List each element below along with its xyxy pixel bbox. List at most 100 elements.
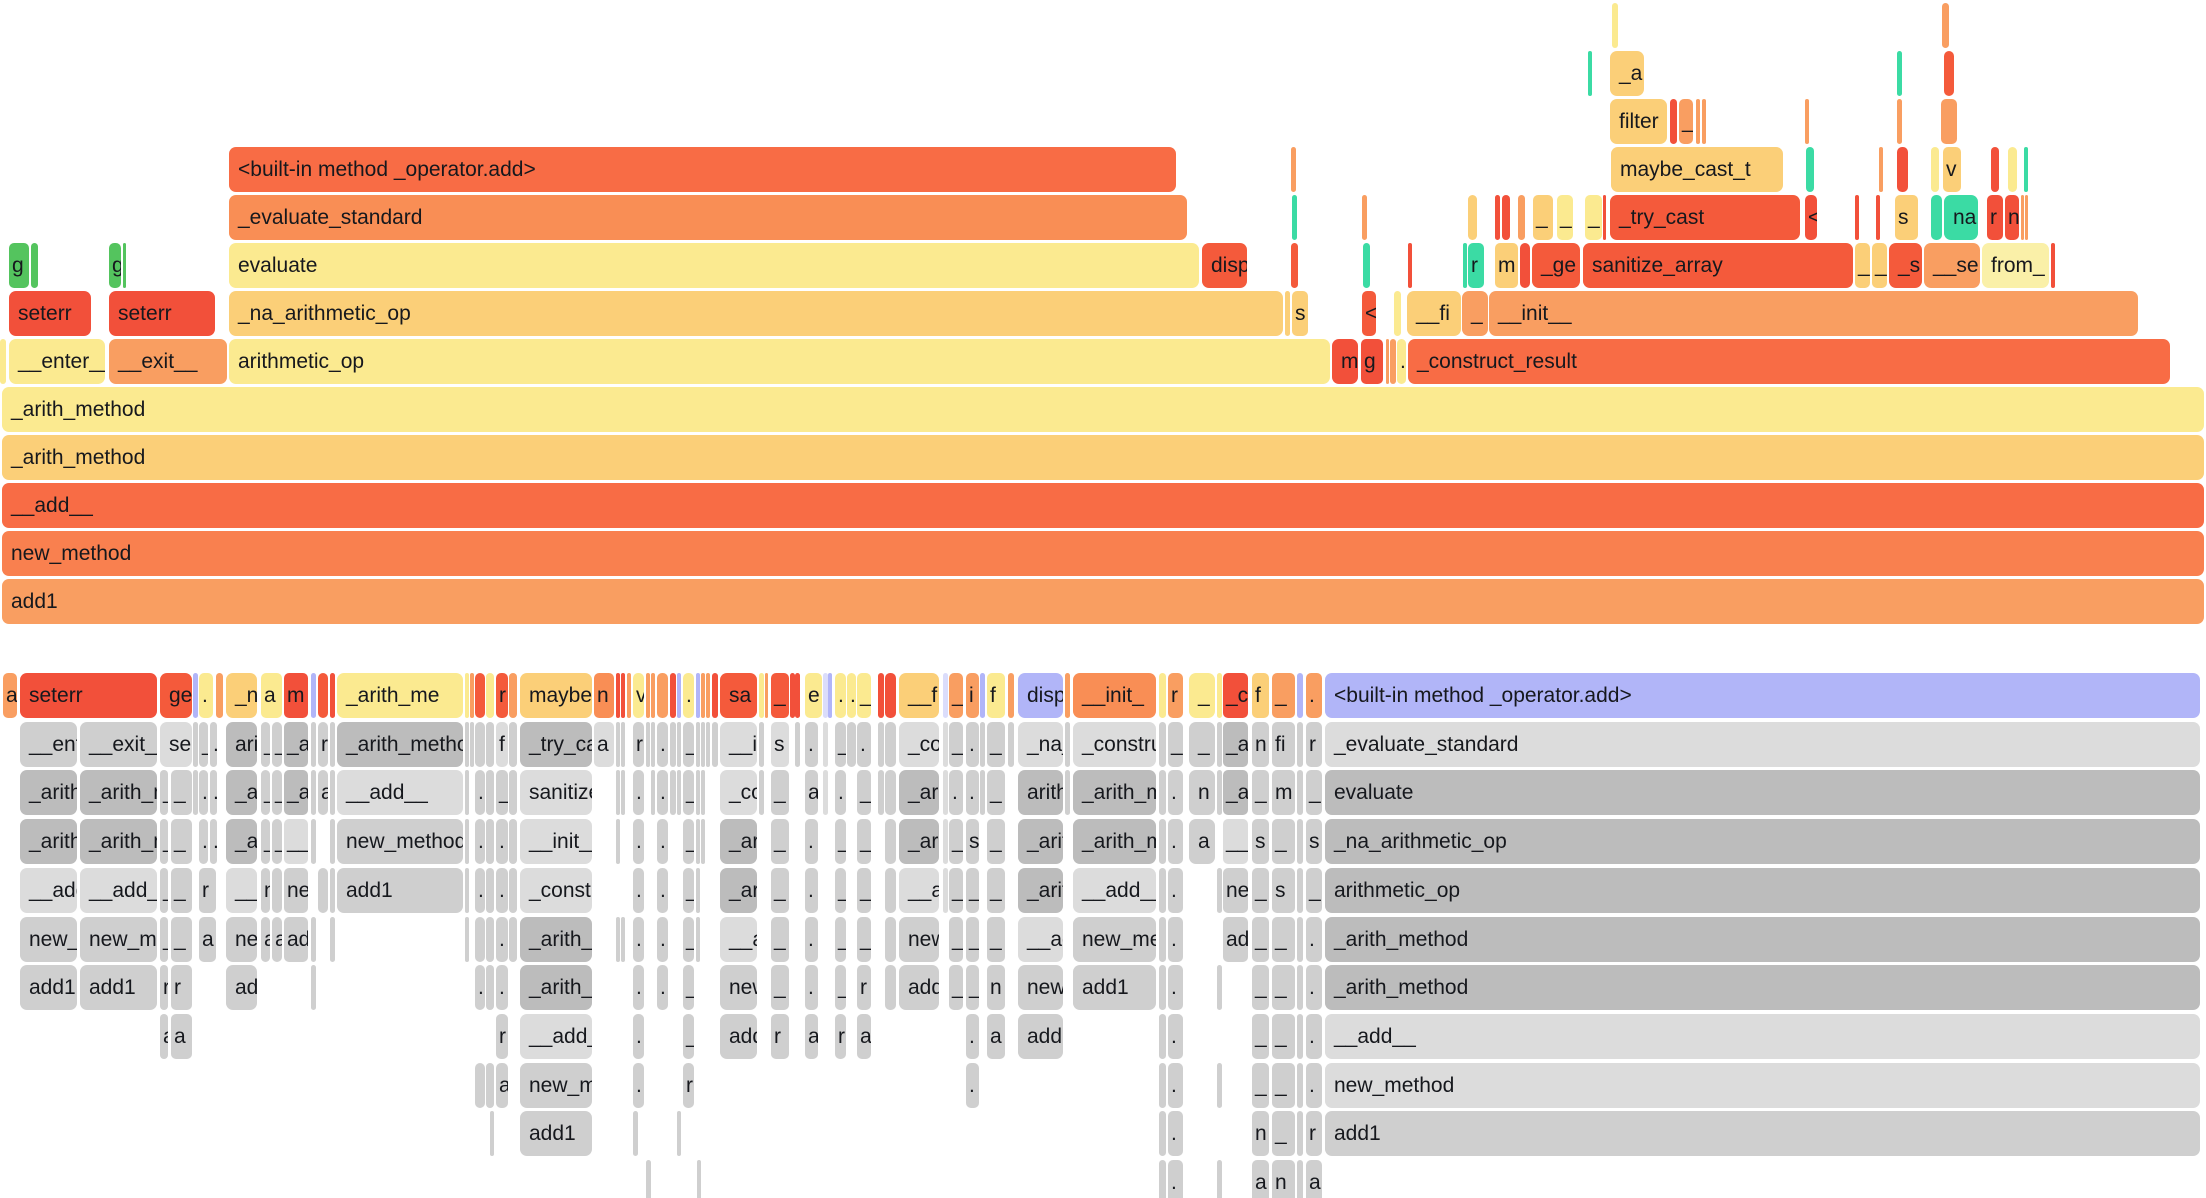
frame-.[interactable]: . xyxy=(966,1014,979,1059)
frame-se[interactable]: se xyxy=(160,722,192,767)
frame-_n[interactable]: _n xyxy=(226,673,257,718)
frame-sliver[interactable] xyxy=(1463,243,1467,288)
frame-.[interactable]: . xyxy=(1168,868,1183,913)
frame-sa[interactable]: sa xyxy=(720,673,757,718)
frame-_[interactable]: _ xyxy=(1272,1063,1295,1108)
frame-sliver[interactable] xyxy=(1931,147,1939,192)
frame-sliver[interactable] xyxy=(1159,722,1166,767)
frame-sliver[interactable] xyxy=(706,722,710,767)
frame-sliver[interactable] xyxy=(311,917,316,962)
frame-sliver[interactable] xyxy=(486,722,494,767)
frame-n[interactable]: n xyxy=(2005,195,2019,240)
frame-_arith_me[interactable]: _arith_me xyxy=(337,673,463,718)
frame-maybe_cast_t[interactable]: maybe_cast_t xyxy=(1611,147,1783,192)
frame-new_method[interactable]: new_method xyxy=(1325,1063,2200,1108)
frame-sliver[interactable] xyxy=(1065,722,1070,767)
frame-_evaluate_standard[interactable]: _evaluate_standard xyxy=(1325,722,2200,767)
frame-.[interactable]: . xyxy=(1168,917,1183,962)
frame-sliver[interactable] xyxy=(696,673,700,718)
frame-m[interactable]: m xyxy=(1332,339,1358,384)
frame-sliver[interactable] xyxy=(1363,243,1370,288)
frame-__add__[interactable]: __add__ xyxy=(284,819,308,864)
frame-_[interactable]: _ xyxy=(835,965,846,1010)
frame-s[interactable]: s xyxy=(1292,291,1308,336)
frame-sliver[interactable] xyxy=(701,819,705,864)
frame-.[interactable]: . xyxy=(1168,965,1183,1010)
frame-sliver[interactable] xyxy=(878,673,884,718)
frame-_construct_result[interactable]: _construct_result xyxy=(720,770,757,815)
frame-sliver[interactable] xyxy=(1285,291,1290,336)
frame-.[interactable]: . xyxy=(657,770,668,815)
frame-_[interactable]: _ xyxy=(857,868,871,913)
frame-.[interactable]: . xyxy=(475,770,485,815)
frame-sliver[interactable] xyxy=(509,722,517,767)
frame-n[interactable]: n xyxy=(261,868,270,913)
frame-_[interactable]: _ xyxy=(1306,770,1322,815)
frame-sliver[interactable] xyxy=(1159,770,1166,815)
frame-.[interactable]: . xyxy=(1306,965,1322,1010)
frame-evaluate[interactable]: evaluate xyxy=(229,243,1199,288)
frame-r[interactable]: r xyxy=(496,673,508,718)
frame-_ge[interactable]: _ge xyxy=(1532,243,1580,288)
frame-r[interactable]: r xyxy=(771,1014,789,1059)
frame-sliver[interactable] xyxy=(486,965,494,1010)
frame-.[interactable]: . xyxy=(1306,917,1322,962)
frame-sliver[interactable] xyxy=(1297,965,1303,1010)
frame-_[interactable]: _ xyxy=(835,917,846,962)
frame-sliver[interactable] xyxy=(1065,673,1070,718)
frame-__add__[interactable]: __add__ xyxy=(2,483,2204,528)
frame-v[interactable]: v xyxy=(1943,147,1961,192)
frame-<built-in method _operator.add>[interactable]: <built-in method _operator.add> xyxy=(1325,673,2200,718)
frame-.[interactable]: . xyxy=(633,770,644,815)
frame-_arith_method[interactable]: _arith_method xyxy=(80,819,157,864)
frame-arithmetic_op[interactable]: arithmetic_op xyxy=(1018,770,1063,815)
frame-a[interactable]: a xyxy=(171,1014,192,1059)
frame-.[interactable]: . xyxy=(210,770,217,815)
frame-sliver[interactable] xyxy=(885,868,896,913)
frame-sliver[interactable] xyxy=(759,722,764,767)
frame-_[interactable]: _ xyxy=(771,917,789,962)
frame-sliver[interactable] xyxy=(847,722,856,767)
frame-.[interactable]: . xyxy=(805,722,818,767)
frame-seterr[interactable]: seterr xyxy=(20,673,157,718)
frame-s[interactable]: s xyxy=(966,819,979,864)
frame-__enter__[interactable]: __enter__ xyxy=(9,339,105,384)
frame-s[interactable]: s xyxy=(1272,868,1295,913)
frame-sliver[interactable] xyxy=(697,1160,701,1198)
frame-r[interactable]: r xyxy=(683,1063,694,1108)
frame-_arith_method[interactable]: _arith_method xyxy=(520,917,592,962)
frame-a[interactable]: a xyxy=(160,1014,168,1059)
frame-add1[interactable]: add1 xyxy=(1018,1014,1063,1059)
frame-filter[interactable]: filter xyxy=(1610,99,1667,144)
frame-fi[interactable]: fi xyxy=(1272,722,1295,767)
frame-_arith_method[interactable]: _arith_method xyxy=(284,722,308,767)
frame-_arith_method[interactable]: _arith_method xyxy=(1223,770,1248,815)
frame-sliver[interactable] xyxy=(823,673,828,718)
frame-arithmetic_op[interactable]: arithmetic_op xyxy=(226,722,257,767)
frame-_[interactable]: _ xyxy=(771,770,789,815)
frame-_[interactable]: _ xyxy=(987,868,1005,913)
frame-sliver[interactable] xyxy=(651,722,655,767)
frame-sliver[interactable] xyxy=(823,770,828,815)
frame-sliver[interactable] xyxy=(465,868,469,913)
frame-a[interactable]: a xyxy=(594,722,614,767)
frame-_construct_result[interactable]: _construct_result xyxy=(1408,339,2170,384)
frame-_[interactable]: _ xyxy=(683,917,694,962)
frame-new_method[interactable]: new_method xyxy=(1073,917,1156,962)
frame-sliver[interactable] xyxy=(486,917,494,962)
frame-sliver[interactable] xyxy=(1806,147,1814,192)
frame-add1[interactable]: add1 xyxy=(1073,965,1156,1010)
frame-sliver[interactable] xyxy=(677,722,681,767)
frame-ge[interactable]: ge xyxy=(160,673,192,718)
frame-_arith_method[interactable]: _arith_method xyxy=(1223,722,1248,767)
frame-sliver[interactable] xyxy=(2025,195,2028,240)
frame-.[interactable]: . xyxy=(633,819,644,864)
frame-sliver[interactable] xyxy=(1518,195,1525,240)
frame-sanitize_array[interactable]: sanitize_array xyxy=(520,770,592,815)
frame-r[interactable]: r xyxy=(1306,1111,1322,1156)
frame-sliver[interactable] xyxy=(311,673,316,718)
frame-add1[interactable]: add1 xyxy=(520,1111,592,1156)
frame-sliver[interactable] xyxy=(1159,1014,1166,1059)
frame-sliver[interactable] xyxy=(885,917,896,962)
frame-.[interactable]: . xyxy=(1397,339,1406,384)
